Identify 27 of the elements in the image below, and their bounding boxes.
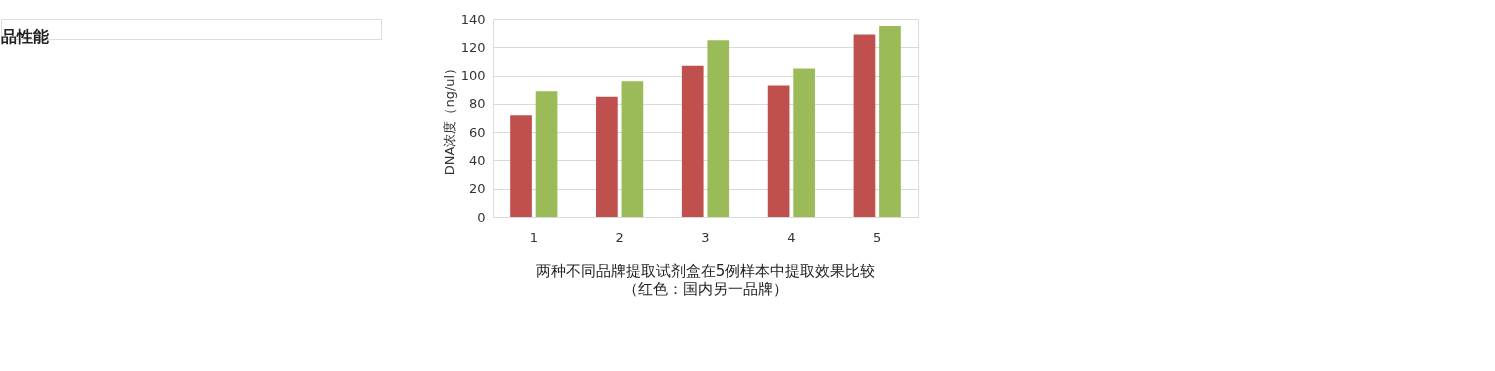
y-tick-label: 60 xyxy=(468,124,486,140)
text: 两种不同品牌提取试剂盒在5例样本中提取效果比较 xyxy=(535,262,876,280)
bar xyxy=(596,96,618,217)
x-tick-label: 1 xyxy=(529,229,538,245)
y-tick-label: 120 xyxy=(460,39,486,55)
bar xyxy=(853,34,876,217)
bar xyxy=(767,85,790,217)
text: 品性能 xyxy=(1,27,49,46)
bar xyxy=(621,81,644,217)
bar xyxy=(510,115,532,217)
y-tick-label: 40 xyxy=(468,152,486,168)
y-tick-label: 0 xyxy=(477,209,486,225)
bar xyxy=(535,91,558,217)
y-tick-label: 80 xyxy=(468,96,486,112)
y-axis-title: DNA浓度（ng/ul） xyxy=(441,61,457,176)
bar xyxy=(793,68,815,217)
x-tick-label: 5 xyxy=(873,229,882,245)
x-tick-label: 4 xyxy=(787,229,796,245)
y-tick-label: 20 xyxy=(468,181,486,197)
y-tick-label: 100 xyxy=(460,68,486,84)
x-tick-label: 2 xyxy=(615,229,624,245)
y-tick-label: 140 xyxy=(460,11,486,27)
x-tick-label: 3 xyxy=(701,229,710,245)
bar xyxy=(681,65,704,217)
bar xyxy=(879,26,901,217)
bar xyxy=(707,40,730,217)
text: （红色：国内另一品牌） xyxy=(623,280,788,298)
